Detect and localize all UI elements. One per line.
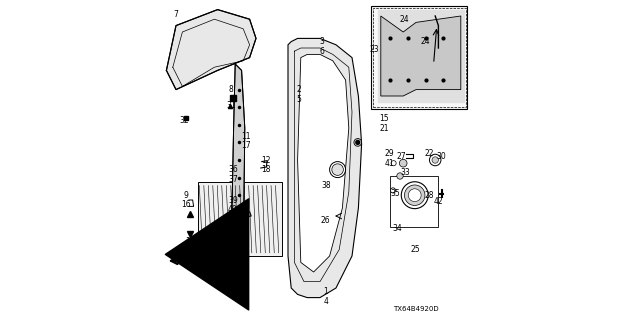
Text: 15: 15: [379, 114, 389, 123]
Circle shape: [390, 188, 396, 193]
Text: 16: 16: [181, 200, 191, 209]
Text: 23: 23: [369, 45, 380, 54]
Circle shape: [356, 140, 360, 144]
Text: 5: 5: [297, 95, 301, 104]
Text: 17: 17: [241, 141, 252, 150]
Text: 37: 37: [228, 175, 238, 184]
Text: 6: 6: [319, 47, 324, 56]
Polygon shape: [298, 54, 349, 272]
Text: 3: 3: [319, 37, 324, 46]
Circle shape: [399, 159, 407, 167]
Text: 40: 40: [228, 205, 238, 214]
Polygon shape: [288, 38, 362, 298]
Text: 31: 31: [226, 101, 236, 110]
Text: 33: 33: [401, 168, 411, 177]
Polygon shape: [381, 16, 461, 96]
Text: 28: 28: [424, 191, 433, 200]
FancyBboxPatch shape: [198, 182, 282, 256]
Text: 20: 20: [239, 218, 249, 227]
Circle shape: [354, 139, 362, 146]
Text: 1: 1: [323, 287, 328, 296]
Circle shape: [391, 161, 396, 166]
Text: 26: 26: [321, 216, 331, 225]
Circle shape: [432, 157, 438, 163]
Polygon shape: [232, 64, 245, 250]
Circle shape: [401, 182, 428, 209]
Text: 9: 9: [184, 191, 189, 200]
Text: 30: 30: [436, 152, 447, 161]
Circle shape: [332, 164, 344, 175]
Text: 11: 11: [242, 132, 251, 140]
Text: 7: 7: [173, 10, 178, 19]
Text: 8: 8: [228, 85, 234, 94]
Circle shape: [429, 154, 441, 166]
Circle shape: [397, 173, 403, 179]
Text: 36: 36: [228, 165, 238, 174]
Polygon shape: [378, 10, 464, 102]
Text: 18: 18: [261, 165, 270, 174]
Text: 39: 39: [228, 196, 238, 204]
Text: 25: 25: [410, 245, 420, 254]
Text: 12: 12: [261, 156, 270, 164]
Text: 22: 22: [424, 149, 433, 158]
Circle shape: [330, 162, 346, 178]
Text: TX64B4920D: TX64B4920D: [393, 306, 439, 312]
Text: 21: 21: [380, 124, 388, 132]
Polygon shape: [166, 10, 256, 90]
Text: 27: 27: [397, 152, 406, 161]
Text: 35: 35: [390, 189, 400, 198]
Text: 24: 24: [420, 37, 431, 46]
Text: 2: 2: [297, 85, 301, 94]
Text: 29: 29: [385, 149, 395, 158]
Text: 34: 34: [392, 224, 402, 233]
Text: 24: 24: [400, 15, 410, 24]
Circle shape: [404, 185, 425, 205]
FancyBboxPatch shape: [371, 6, 467, 109]
Circle shape: [408, 189, 421, 202]
Text: 38: 38: [321, 181, 331, 190]
Text: FR.: FR.: [180, 255, 196, 264]
Text: 14: 14: [239, 208, 249, 217]
Text: 10: 10: [186, 237, 195, 246]
Text: 4: 4: [323, 297, 328, 306]
Text: 13: 13: [239, 264, 249, 273]
Text: 32: 32: [179, 116, 189, 124]
Text: 19: 19: [239, 274, 249, 283]
Text: 41: 41: [385, 159, 395, 168]
Text: 42: 42: [433, 197, 444, 206]
